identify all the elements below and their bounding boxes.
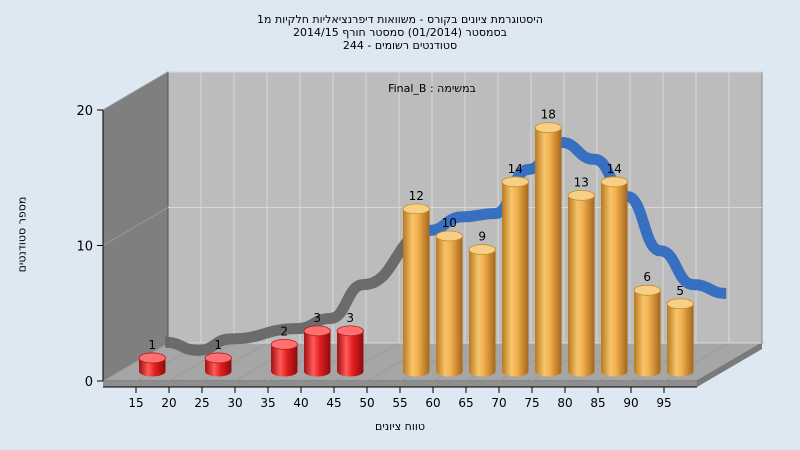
grid-line-floor <box>168 342 235 382</box>
bar-body <box>667 303 694 377</box>
bar-70 <box>501 176 529 377</box>
bar-cap <box>204 352 232 364</box>
bar-value-label: 12 <box>409 189 424 203</box>
y-tick-label: 10 <box>76 240 93 255</box>
bar-value-label: 6 <box>643 270 651 284</box>
ribbon-fail <box>164 224 430 356</box>
bar-value-label: 14 <box>607 162 622 176</box>
x-tick-label: 75 <box>524 396 539 410</box>
bar-body <box>469 249 496 377</box>
x-tick-label: 15 <box>128 396 143 410</box>
chart-annotation: Final_B : במשימה <box>388 82 476 95</box>
bar-65 <box>468 244 496 377</box>
bar-cap <box>138 352 166 364</box>
x-tick-label: 45 <box>326 396 341 410</box>
x-tick-label: 35 <box>260 396 275 410</box>
bar-body <box>634 290 661 377</box>
x-tick-label: 65 <box>458 396 473 410</box>
x-tick-label: 90 <box>623 396 638 410</box>
bar-cap <box>303 325 331 337</box>
x-tick-label: 25 <box>194 396 209 410</box>
x-tick-label: 60 <box>425 396 440 410</box>
x-tick-label: 55 <box>392 396 407 410</box>
x-tick-label: 30 <box>227 396 242 410</box>
bar-value-label: 3 <box>346 311 354 325</box>
x-tick-label: 85 <box>590 396 605 410</box>
grid-line-wall <box>102 342 169 382</box>
bar-cap <box>402 203 430 215</box>
bar-body <box>304 330 331 377</box>
ribbon-pass <box>428 136 727 299</box>
floor-edge-side <box>697 343 762 387</box>
x-tick-label: 50 <box>359 396 374 410</box>
grid-line-wall <box>102 207 169 246</box>
bar-body <box>271 344 298 377</box>
bar-cap <box>534 122 562 133</box>
chart-title-line-3: סטודנטים רשומים - 244 <box>342 39 458 52</box>
bar-value-label: 1 <box>214 338 222 352</box>
bar-body <box>436 236 463 377</box>
bar-60 <box>435 230 463 377</box>
bar-cap <box>633 284 661 296</box>
x-axis-label: טווח ציונים <box>375 420 425 433</box>
y-tick-label: 0 <box>85 375 93 390</box>
bar-25 <box>204 352 232 377</box>
bar-35 <box>270 338 298 377</box>
bar-45 <box>336 325 364 377</box>
bar-body <box>568 195 595 377</box>
bar-95 <box>666 298 694 377</box>
bar-90 <box>633 284 661 377</box>
bar-15 <box>138 352 166 377</box>
bar-value-label: 13 <box>574 175 589 189</box>
bar-80 <box>567 189 595 377</box>
bar-75 <box>534 122 562 377</box>
chart-title-line-2: בסמסטר (01/2014) סמסטר חורף 2014/15 <box>293 26 507 39</box>
bar-value-label: 9 <box>478 230 486 244</box>
bar-cap <box>501 176 529 188</box>
x-tick-label: 20 <box>161 396 176 410</box>
bar-cap <box>435 230 463 242</box>
bar-cap <box>468 244 496 255</box>
bar-value-label: 3 <box>313 311 321 325</box>
bar-body <box>403 208 430 377</box>
bar-value-label: 18 <box>541 108 556 122</box>
bar-cap <box>336 325 364 337</box>
x-tick-label: 70 <box>491 396 506 410</box>
bar-value-label: 14 <box>508 162 523 176</box>
bar-body <box>502 181 529 377</box>
x-tick-label: 40 <box>293 396 308 410</box>
grid-line-wall <box>102 71 169 111</box>
bar-value-label: 10 <box>442 216 457 230</box>
chart-title-line-1: היסטוגרמת ציונים בקורס - משוואות דיפרנצי… <box>257 13 543 26</box>
bar-value-label: 5 <box>676 284 684 298</box>
x-tick-label: 80 <box>557 396 572 410</box>
bar-cap <box>270 338 298 350</box>
bar-value-label: 2 <box>280 324 288 338</box>
bar-cap <box>600 176 628 188</box>
bar-cap <box>567 189 595 201</box>
x-tick-label: 95 <box>656 396 671 410</box>
bar-body <box>535 127 562 377</box>
bar-body <box>601 181 628 377</box>
bar-cap <box>666 298 694 310</box>
bar-85 <box>600 176 628 377</box>
bar-value-label: 1 <box>148 338 156 352</box>
bar-body <box>337 330 364 377</box>
bar-55 <box>402 203 430 377</box>
bar-40 <box>303 325 331 377</box>
y-tick-label: 20 <box>76 104 93 119</box>
floor-edge <box>103 381 697 387</box>
